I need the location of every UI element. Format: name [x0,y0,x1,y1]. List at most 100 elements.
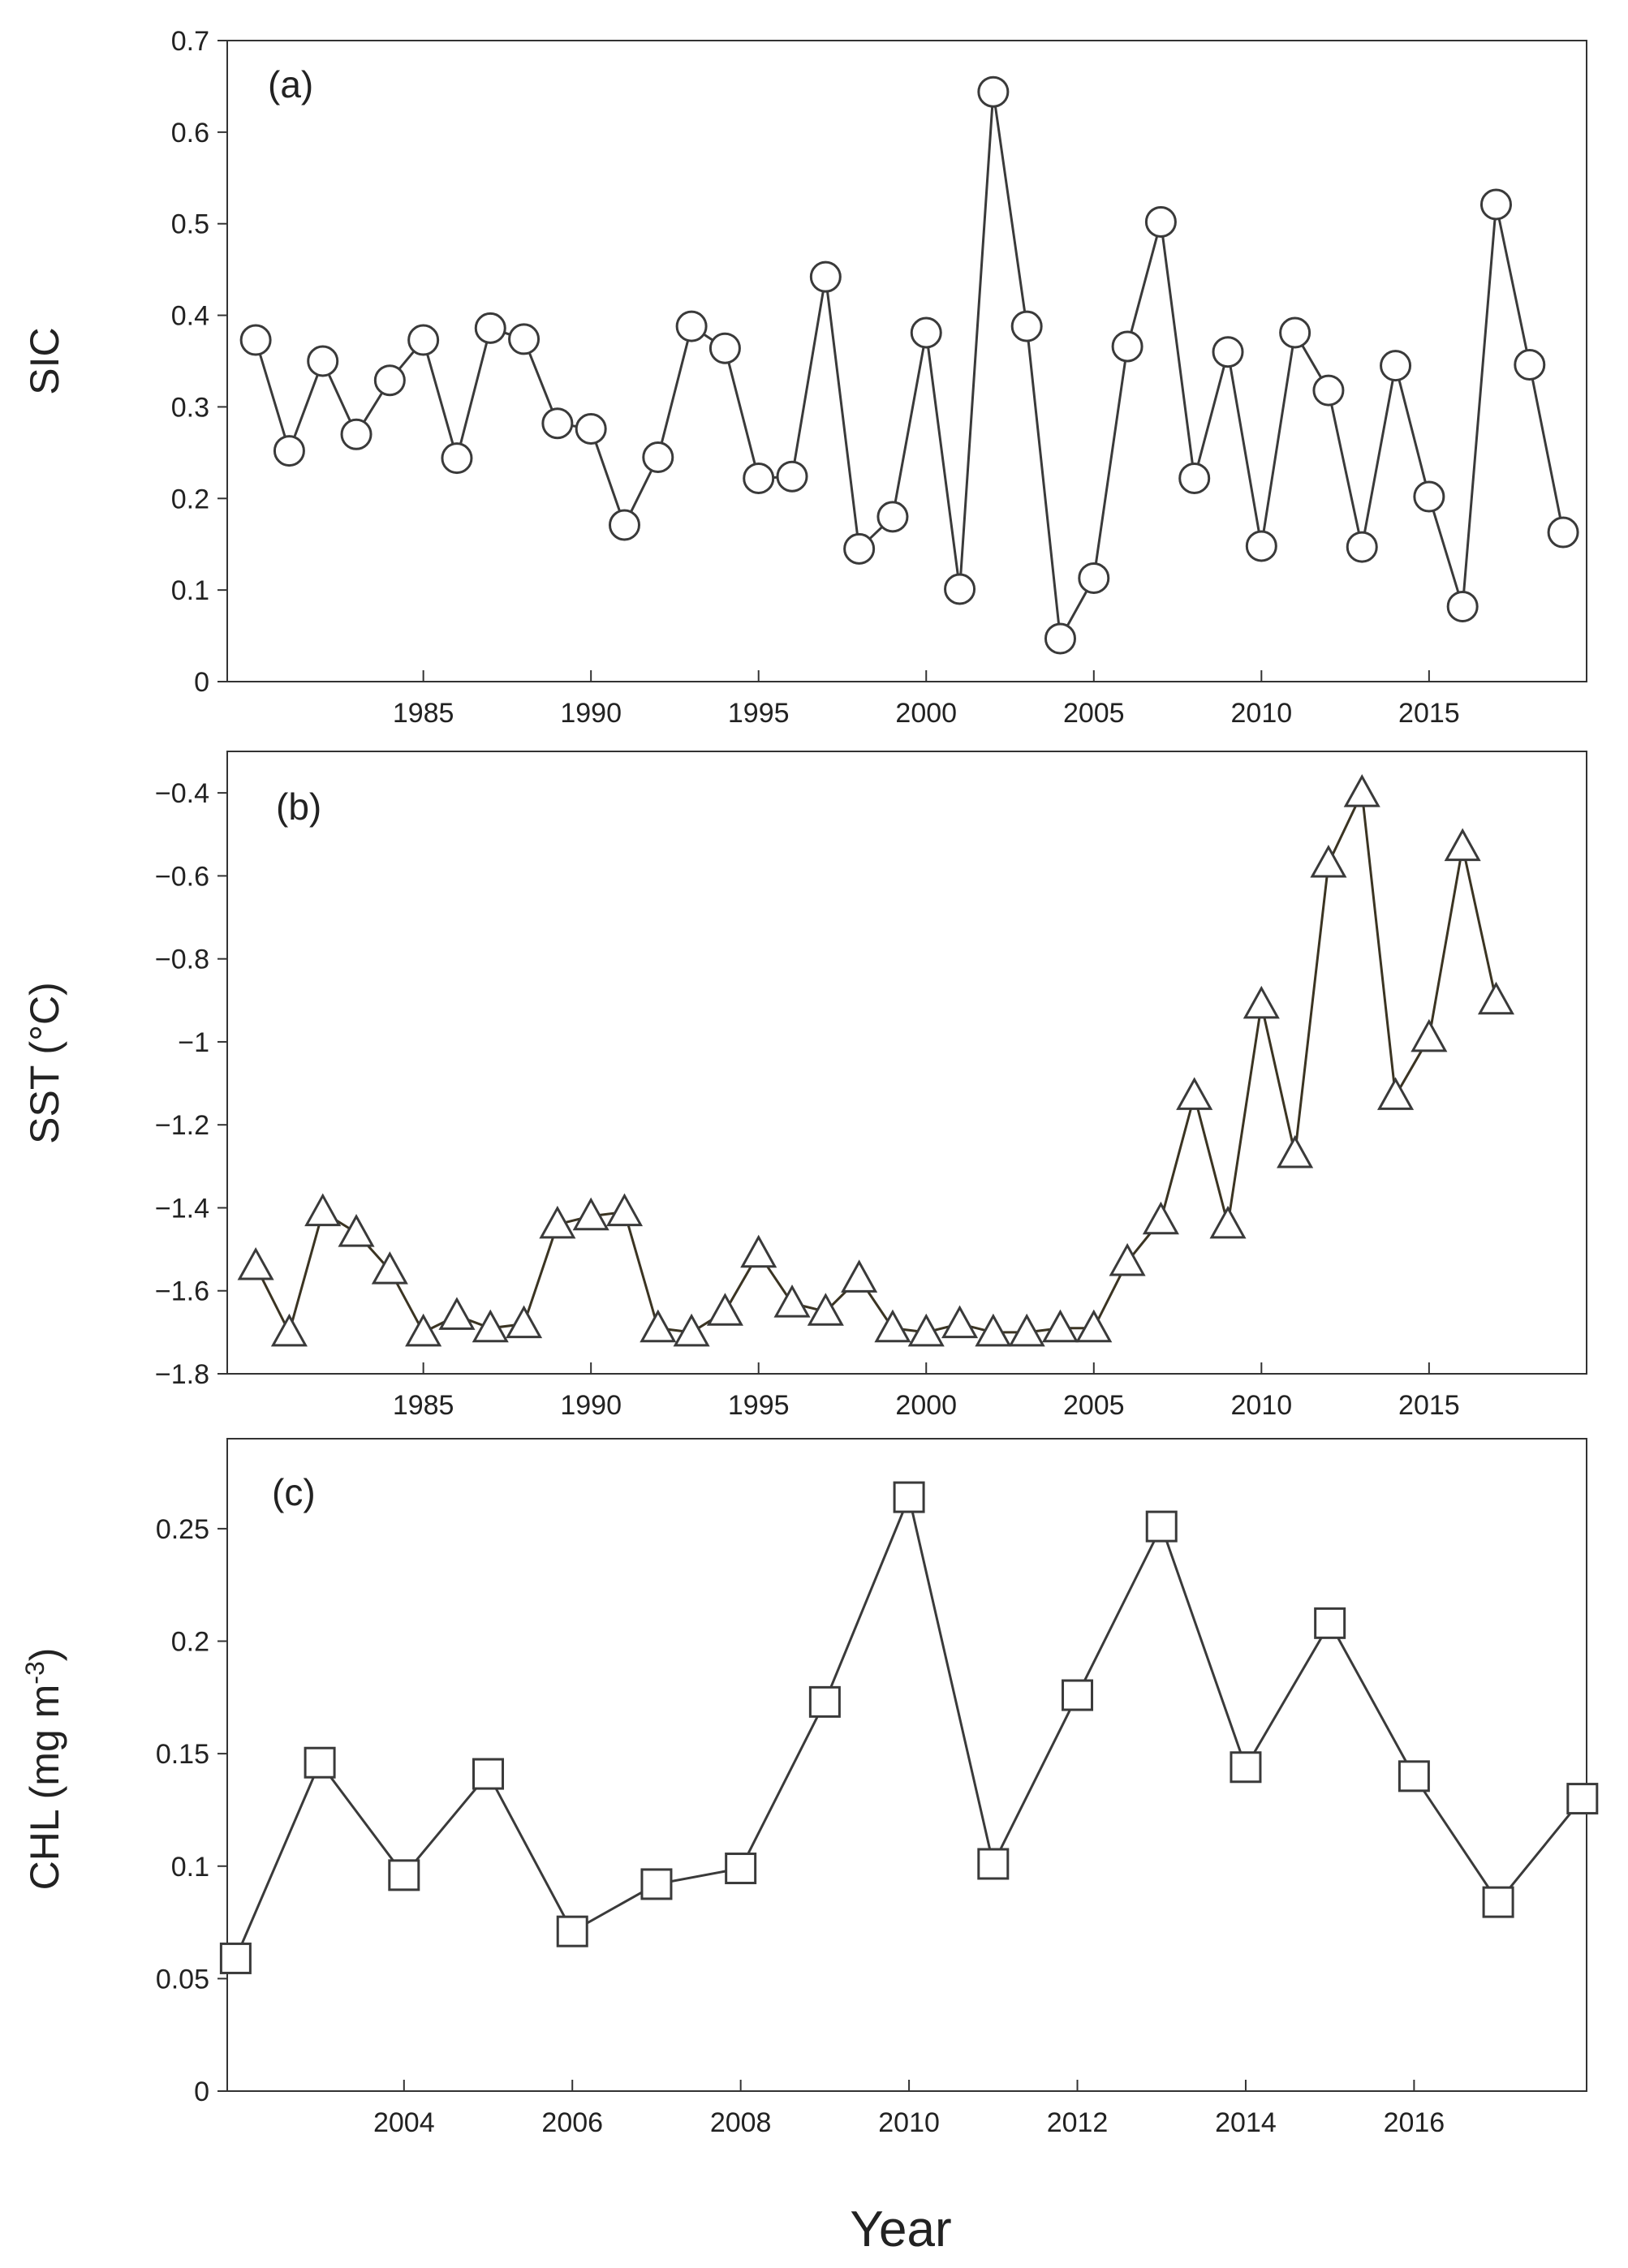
sic-data-point [708,332,741,364]
sic-data-point [1212,336,1244,368]
sst-data-point [405,1313,442,1347]
chl-data-point [808,1685,841,1718]
sic-y-axis-title: SIC [22,327,67,394]
chl-xtick-label: 2010 [878,2107,940,2138]
sst-xtick-label: 1985 [393,1390,454,1421]
sst-data-point [1075,1309,1113,1343]
sst-data-point [472,1309,509,1343]
sst-data-point [338,1214,375,1247]
sic-series-line [254,91,1565,643]
chl-ytick-label: 0.25 [156,1514,209,1545]
sic-ytick-label: 0.6 [171,118,209,148]
sst-data-point [1109,1242,1146,1276]
sic-data-point [977,75,1010,108]
sst-data-point [506,1305,543,1339]
chl-data-point [388,1859,420,1891]
sst-data-point [539,1205,576,1239]
chl-y-axis-title: CHL (mg m-3) [20,1648,67,1891]
sic-data-point [642,441,674,473]
chl-data-point [725,1853,757,1885]
sst-ytick-label: −0.4 [155,778,209,809]
sst-data-point [841,1259,878,1293]
sic-ytick-label: 0.7 [171,26,209,57]
chl-ytick-label: 0.1 [171,1852,209,1883]
chl-data-point [219,1942,252,1974]
sst-ytick-label: −0.6 [155,861,209,892]
sic-data-point [1380,350,1412,382]
sic-data-point [541,407,574,440]
chl-xtick-label: 2004 [373,2107,435,2138]
sic-data-point [910,316,942,349]
chl-data-point [1145,1510,1178,1543]
sic-data-point [1514,349,1546,381]
sic-data-point [1279,316,1311,349]
chl-xtick-label: 2006 [541,2107,603,2138]
sic-data-point [1346,531,1378,563]
sst-ytick-label: −1 [178,1027,209,1058]
sst-xtick-label: 1990 [560,1390,622,1421]
sic-data-point [1245,530,1277,562]
chl-data-point [1482,1886,1514,1918]
sic-xtick-label: 1990 [560,698,622,729]
sic-data-point [307,345,339,377]
sic-data-point [1479,188,1512,221]
sst-data-point [438,1297,476,1330]
sst-data-point [941,1305,979,1339]
chl-data-point [556,1915,588,1947]
sst-plot-frame [226,751,1587,1375]
sic-data-point [675,310,708,342]
panel-sst: −1.8 −1.6 −1.4 −1.2 −1 −0.8 −0.6 −0.4 1985 1990 19… [22,751,1587,1421]
sic-data-point [340,418,373,450]
sic-data-point [1044,622,1076,655]
sic-plot-frame [226,40,1587,682]
sst-data-point [270,1313,308,1347]
sic-ytick-label: 0 [194,667,209,698]
sst-xtick-label: 2010 [1231,1390,1293,1421]
sic-data-point [876,501,909,533]
sst-data-point [371,1251,408,1285]
sst-data-point [807,1293,844,1326]
sic-data-point [1111,330,1143,363]
sic-data-point [407,324,440,356]
sic-data-point [776,460,808,493]
sic-data-point [944,573,976,605]
sic-data-point [575,413,607,445]
sic-xtick-label: 2015 [1398,698,1460,729]
sic-data-point [239,324,272,356]
sst-data-point [1008,1313,1045,1347]
sic-xtick-label: 2000 [895,698,957,729]
sic-data-point [474,312,506,344]
panel-sic: 0 0.1 0.2 0.3 0.4 0.5 0.6 0.7 1985 1990 1995 2000 20… [22,26,1587,729]
sst-data-point [1377,1077,1415,1110]
sst-data-point [1277,1134,1314,1168]
sst-data-point [907,1313,945,1347]
chl-data-point [1314,1607,1346,1639]
sic-data-point [1010,310,1043,342]
sic-data-point [608,509,640,541]
chl-plot-frame [226,1438,1587,2092]
chl-ytick-label: 0.05 [156,1964,209,1995]
sic-ytick-label: 0.5 [171,209,209,240]
chl-xtick-label: 2008 [710,2107,772,2138]
sst-panel-label: (b) [276,785,321,828]
chl-data-point [1230,1751,1262,1784]
sst-xtick-label: 2000 [895,1390,957,1421]
sst-data-point [975,1313,1012,1347]
sic-data-point [843,532,876,565]
sst-data-point [304,1193,342,1227]
sst-data-point [1444,828,1481,862]
sst-data-point [1041,1309,1079,1343]
sst-data-point [237,1246,274,1280]
sst-data-point [1343,774,1380,807]
sst-data-point [605,1193,644,1227]
panel-chl: 0 0.05 0.1 0.15 0.2 0.25 2004 2006 2008 2010 2012 2… [20,1438,1599,2138]
sst-data-point [673,1313,710,1347]
sic-data-point [1144,205,1177,238]
chl-data-point [977,1848,1010,1880]
sic-data-point [1312,374,1345,407]
sst-xtick-label: 2015 [1398,1390,1460,1421]
sst-data-point [706,1293,743,1326]
sst-data-point [572,1197,609,1231]
sic-ytick-label: 0.4 [171,301,209,332]
